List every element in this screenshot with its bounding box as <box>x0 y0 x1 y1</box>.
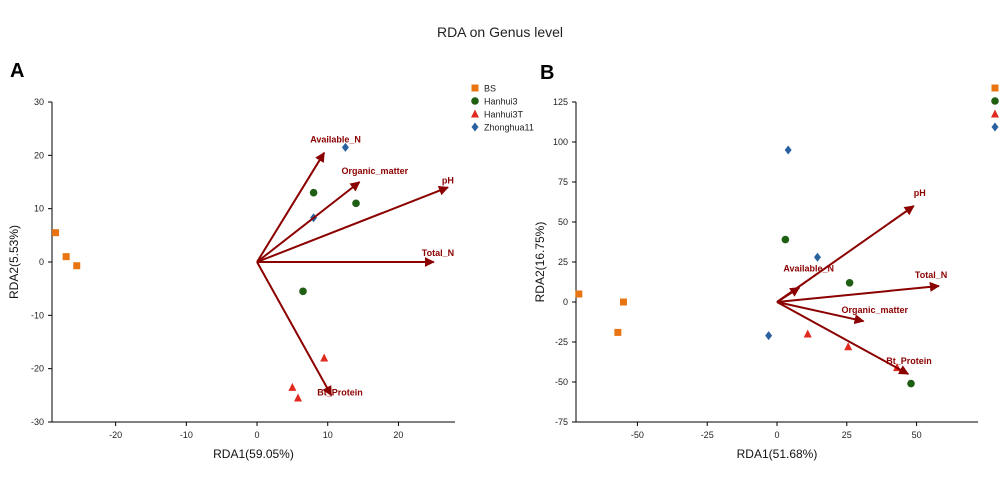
point-bs <box>614 328 622 336</box>
point-hanhui3 <box>781 235 790 244</box>
vector-arrow-total-n <box>776 281 940 303</box>
y-tick-label: 0 <box>563 297 568 307</box>
legend-label-bs: BS <box>484 84 496 94</box>
y-tick-label: 20 <box>34 150 44 160</box>
vector-label-organic-matter: Organic_matter <box>342 166 409 176</box>
x-tick-label: 20 <box>393 430 403 440</box>
x-tick-label: -25 <box>701 430 714 440</box>
panel-label-b: B <box>540 62 555 84</box>
legend-marker-hanhui3 <box>471 97 479 105</box>
point-hanhui3 <box>299 287 307 296</box>
x-tick-label: -10 <box>180 430 193 440</box>
y-tick-label: -20 <box>31 364 44 374</box>
x-tick-label: 10 <box>323 430 333 440</box>
vector-label-bt-protein: Bt_Protein <box>317 387 363 397</box>
y-tick-label: -50 <box>555 377 568 387</box>
point-hanhui3 <box>845 279 854 287</box>
point-bs <box>73 262 81 270</box>
chart-panel-b: -50 -25 0 25 50 -75 -50 -25 0 25 50 75 100 125 RDA1(51… <box>533 84 999 461</box>
x-tick-label: -20 <box>109 430 122 440</box>
chart-panel-a: -20 -10 0 10 20 -30 -20 -10 0 10 20 30 RDA1(59.05%) R… <box>7 84 534 462</box>
point-hanhui3t <box>320 353 329 362</box>
point-bs <box>575 290 583 298</box>
legend-label-zhonghua11: Zhonghua11 <box>484 123 534 133</box>
vector-label-total-n: Total_N <box>915 270 947 280</box>
legend-label-hanhui3t: Hanhui3T <box>484 110 524 120</box>
point-bs <box>619 298 627 306</box>
point-hanhui3t <box>294 393 303 402</box>
x-tick-label: 0 <box>774 430 779 440</box>
y-tick-label: 125 <box>553 97 568 107</box>
y-tick-label: 75 <box>558 177 568 187</box>
vector-label-available-n: Available_N <box>783 264 834 274</box>
vector-label-ph: pH <box>442 175 454 185</box>
vector-arrow-bt-protein <box>776 301 910 375</box>
point-hanhui3t <box>844 342 853 351</box>
vector-arrow-bt-protein <box>256 261 333 397</box>
point-zhonghua11 <box>765 331 773 341</box>
y-axis-label: RDA2(16.75%) <box>533 222 547 303</box>
y-tick-label: 10 <box>34 204 44 214</box>
vector-arrow-ph <box>256 185 449 263</box>
y-tick-label: -10 <box>31 310 44 320</box>
vector-label-ph: pH <box>914 188 926 198</box>
vector-arrow-available-n <box>256 151 326 263</box>
legend-marker-zhonghua11 <box>991 122 999 132</box>
x-tick-label: 25 <box>842 430 852 440</box>
vector-label-organic-matter: Organic_matter <box>842 305 909 315</box>
y-tick-label: 30 <box>34 97 44 107</box>
y-tick-label: 0 <box>39 257 44 267</box>
y-tick-label: -25 <box>555 337 568 347</box>
point-hanhui3 <box>352 199 360 208</box>
vector-arrow-available-n <box>776 286 801 303</box>
legend-label-hanhui3: Hanhui3 <box>484 97 518 107</box>
point-hanhui3t <box>288 382 297 391</box>
legend-marker-hanhui3t <box>991 109 999 118</box>
vector-label-available-n: Available_N <box>310 135 361 145</box>
y-tick-label: 50 <box>558 217 568 227</box>
y-axis-label: RDA2(5.53%) <box>7 225 21 299</box>
y-tick-label: -75 <box>555 417 568 427</box>
point-zhonghua11 <box>341 142 349 152</box>
vector-label-total-n: Total_N <box>422 248 454 258</box>
legend-marker-hanhui3 <box>991 97 999 105</box>
legend-b <box>991 84 999 132</box>
figure-title: RDA on Genus level <box>436 24 564 40</box>
vector-arrow-organic-matter <box>776 301 865 325</box>
x-axis-label: RDA1(59.05%) <box>213 447 294 461</box>
y-tick-label: -30 <box>31 417 44 427</box>
x-axis-label: RDA1(51.68%) <box>737 447 818 461</box>
x-tick-label: 0 <box>255 430 260 440</box>
vector-arrow-organic-matter <box>256 181 361 263</box>
panel-label-a: A <box>10 60 25 82</box>
vector-label-bt-protein: Bt_Protein <box>886 356 932 366</box>
legend-marker-bs <box>991 84 999 92</box>
y-tick-label: 100 <box>553 137 568 147</box>
point-zhonghua11 <box>784 145 792 155</box>
point-hanhui3 <box>907 379 915 388</box>
point-hanhui3 <box>309 188 318 197</box>
point-bs <box>62 253 70 261</box>
legend-marker-zhonghua11 <box>471 122 479 132</box>
x-tick-label: -50 <box>631 430 644 440</box>
y-tick-label: 25 <box>558 257 568 267</box>
legend-a: BS Hanhui3 Hanhui3T Zhonghua11 <box>471 84 534 133</box>
x-tick-label: 50 <box>912 430 922 440</box>
point-zhonghua11 <box>813 252 821 262</box>
legend-marker-bs <box>471 84 479 92</box>
legend-marker-hanhui3t <box>471 109 479 118</box>
vector-arrow-ph <box>776 205 915 303</box>
point-hanhui3t <box>803 329 812 338</box>
point-bs <box>52 229 60 237</box>
